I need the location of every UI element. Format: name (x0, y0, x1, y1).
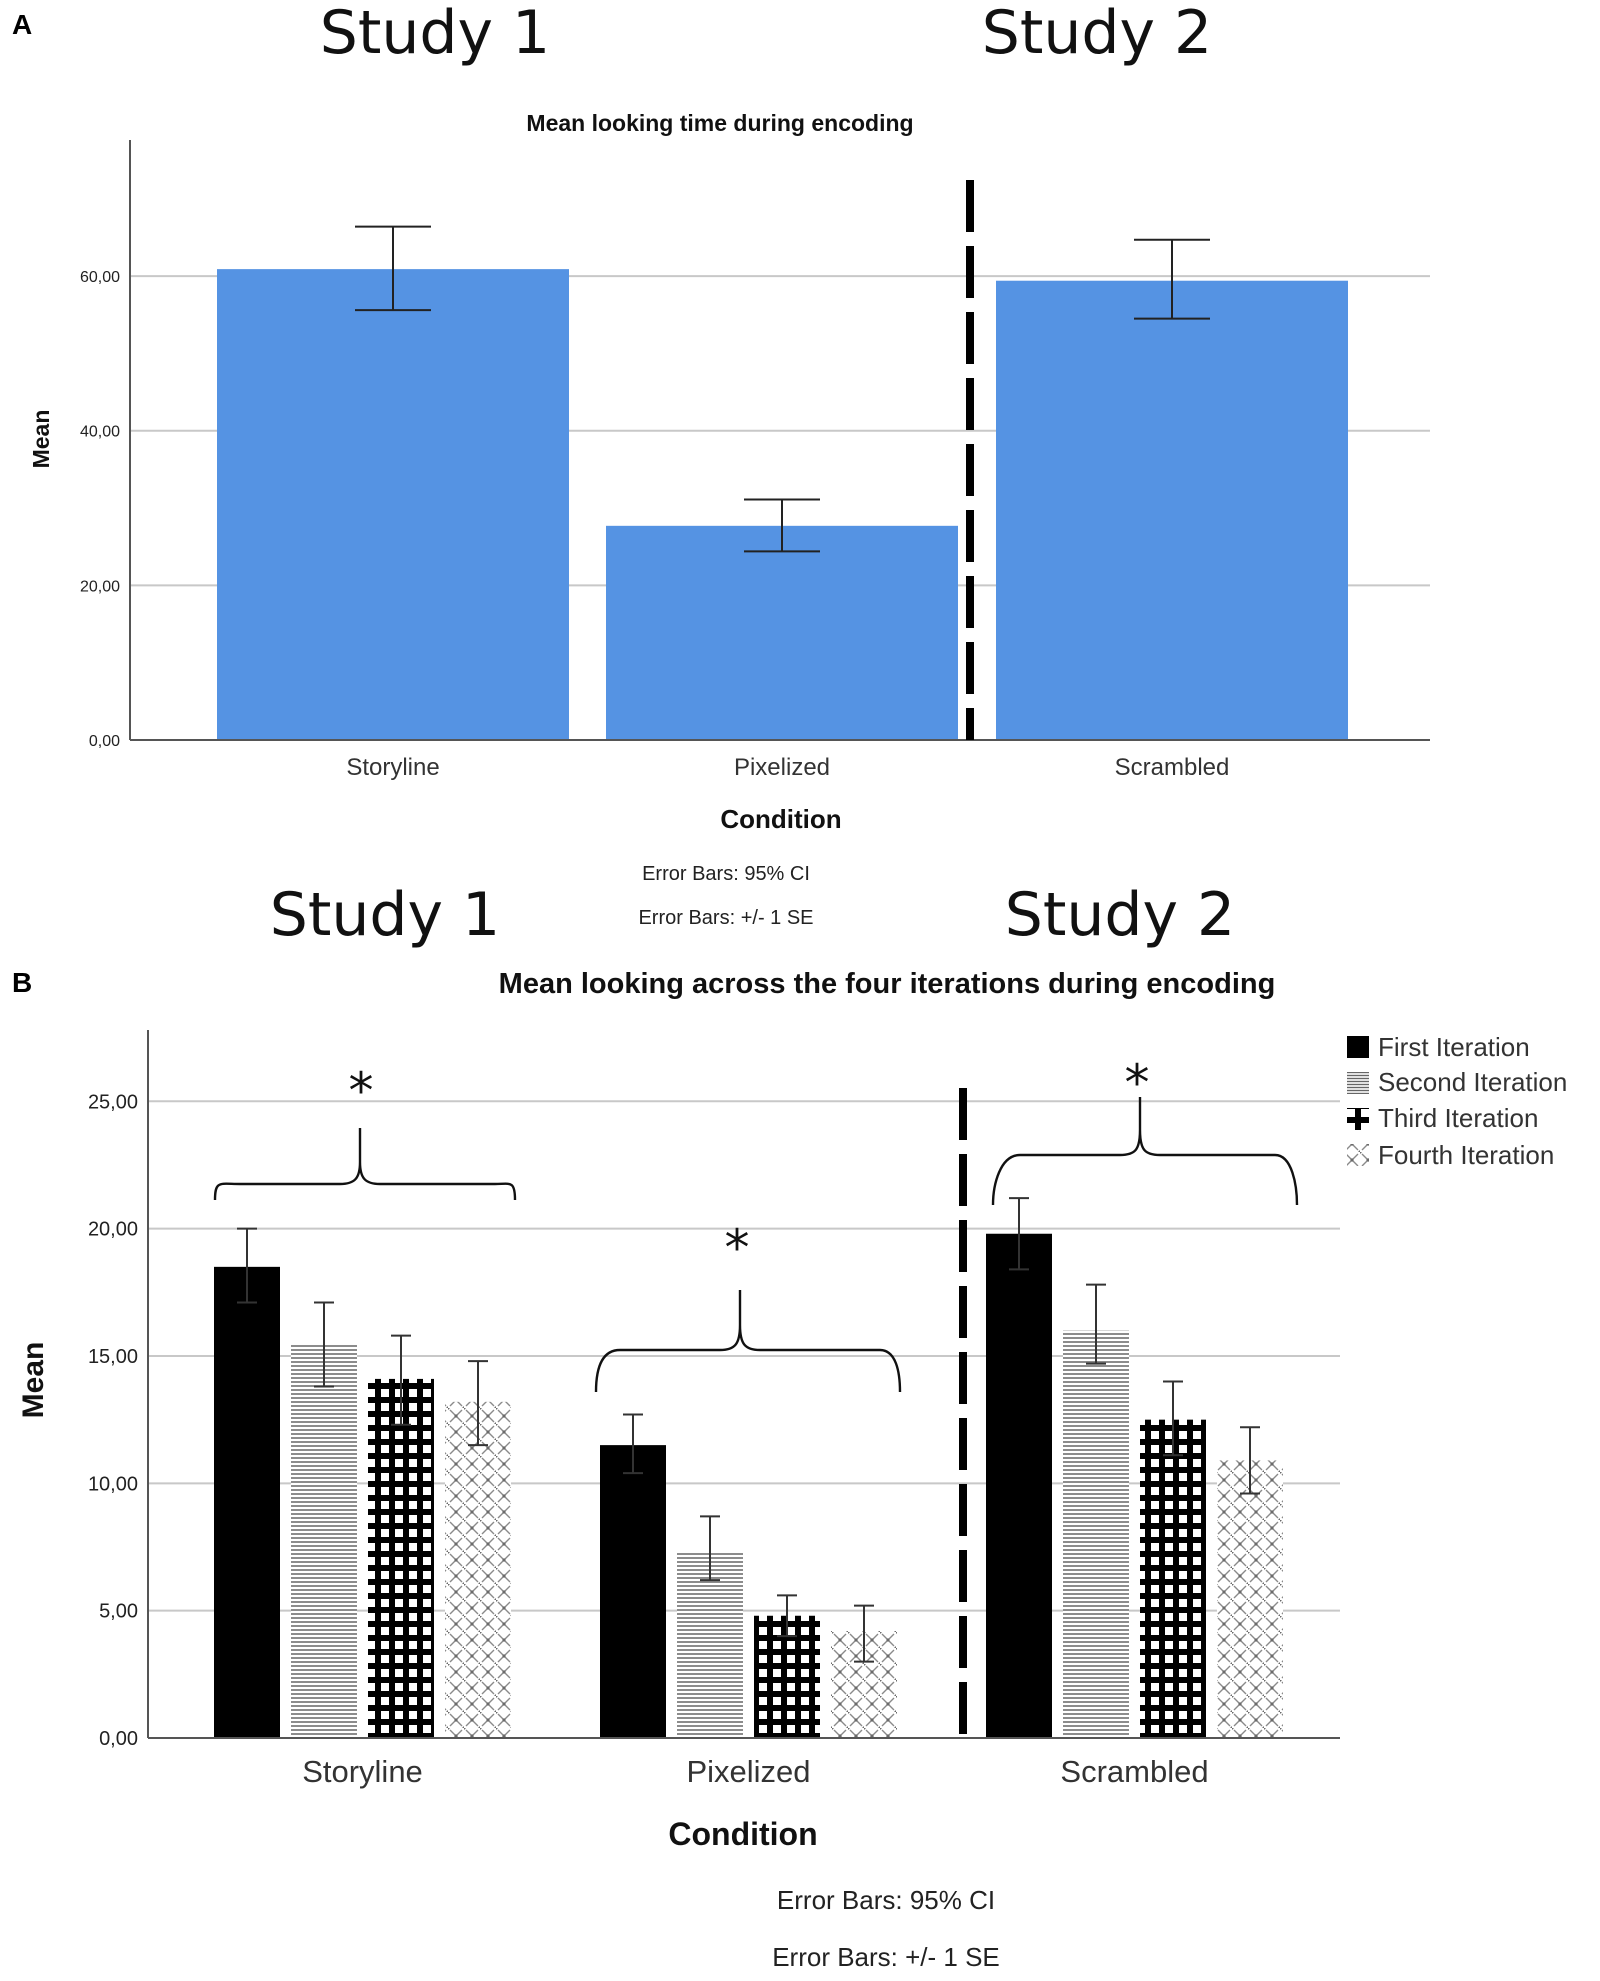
chart-b-category-labels: Storyline Pixelized Scrambled (302, 1754, 1208, 1789)
significance-star-pixelized: * (725, 1219, 750, 1277)
chart-a-axes (129, 140, 1430, 741)
chart-a-ytick-label: 20,00 (80, 578, 120, 595)
chart-a-error-bars (355, 225, 1210, 553)
chart-b-xtick-pixelized: Pixelized (686, 1754, 810, 1789)
significance-star-storyline: * (349, 1062, 374, 1120)
panel-a-letter: A (12, 9, 32, 40)
bar-scrambled-second-iteration (1063, 1330, 1129, 1738)
legend-label-third: Third Iteration (1378, 1103, 1538, 1133)
legend-label-second: Second Iteration (1378, 1067, 1567, 1097)
chart-b-ytick-label: 5,00 (99, 1601, 138, 1623)
bar-storyline (217, 269, 569, 740)
chart-b-xtick-storyline: Storyline (302, 1754, 423, 1789)
significance-star-scrambled: * (1125, 1054, 1150, 1112)
panel-a: A Study 1 Study 2 Mean looking time duri… (12, 0, 1430, 929)
legend-label-first: First Iteration (1378, 1032, 1530, 1062)
chart-b-bars (214, 1233, 1283, 1738)
chart-a-ylabel: Mean (28, 410, 54, 469)
brace-pixelized (594, 1324, 902, 1393)
chart-a-title: Mean looking time during encoding (526, 110, 913, 136)
legend-label-fourth: Fourth Iteration (1378, 1140, 1554, 1170)
chart-a-category-labels: Storyline Pixelized Scrambled (346, 754, 1229, 781)
chart-a-xlabel: Condition (720, 804, 841, 834)
chart-b-legend: First Iteration Second Iteration Third I… (1347, 1032, 1567, 1170)
chart-b-note-ci: Error Bars: 95% CI (777, 1885, 995, 1915)
chart-b-xlabel: Condition (668, 1816, 817, 1852)
chart-b-axes (147, 1030, 1340, 1739)
chart-b-xtick-scrambled: Scrambled (1060, 1754, 1208, 1789)
panel-b-letter: B (12, 967, 32, 998)
chart-a-xtick-storyline: Storyline (346, 754, 439, 781)
chart-b-ylabel: Mean (17, 1342, 50, 1419)
chart-a-bars (217, 269, 1348, 740)
bar-pixelized-second-iteration (677, 1552, 743, 1738)
study-2-label-a: Study 2 (982, 0, 1212, 68)
chart-b-error-bars (237, 1197, 1260, 1663)
legend-item-third: Third Iteration (1347, 1103, 1538, 1133)
study-1-label-a: Study 1 (320, 0, 550, 68)
chart-b-ytick-label: 25,00 (88, 1091, 138, 1113)
chart-b-note-se: Error Bars: +/- 1 SE (772, 1942, 1000, 1972)
legend-item-second: Second Iteration (1347, 1067, 1567, 1097)
chart-a-y-ticks: 0,00 20,00 40,00 60,00 (80, 269, 120, 750)
bar-scrambled-first-iteration (986, 1233, 1052, 1738)
legend-swatch-fourth (1347, 1144, 1369, 1166)
bar-pixelized (606, 525, 958, 740)
study-2-label-b: Study 2 (1005, 880, 1235, 950)
chart-b-ytick-label: 20,00 (88, 1219, 138, 1241)
bar-storyline-third-iteration (368, 1378, 434, 1738)
chart-a-note-ci: Error Bars: 95% CI (642, 863, 810, 885)
bar-scrambled (996, 280, 1348, 740)
bar-scrambled-third-iteration (1140, 1419, 1206, 1738)
chart-a-ytick-label: 40,00 (80, 424, 120, 441)
chart-a-xtick-pixelized: Pixelized (734, 754, 830, 781)
chart-b-ytick-label: 15,00 (88, 1346, 138, 1368)
legend-swatch-first (1347, 1036, 1369, 1058)
chart-a-ytick-label: 60,00 (80, 269, 120, 286)
bar-scrambled-fourth-iteration (1217, 1460, 1283, 1738)
bar-storyline-second-iteration (291, 1343, 357, 1738)
bar-storyline-first-iteration (214, 1266, 280, 1738)
bar-pixelized-first-iteration (600, 1445, 666, 1738)
legend-item-fourth: Fourth Iteration (1347, 1140, 1554, 1170)
legend-swatch-second (1347, 1072, 1369, 1094)
study-1-label-b: Study 1 (270, 880, 500, 950)
legend-item-first: First Iteration (1347, 1032, 1530, 1062)
chart-a-ytick-label: 0,00 (89, 733, 120, 750)
chart-a-xtick-scrambled: Scrambled (1115, 754, 1230, 781)
chart-b-title: Mean looking across the four iterations … (499, 968, 1276, 1000)
legend-swatch-third (1347, 1108, 1369, 1130)
chart-b-ytick-label: 10,00 (88, 1473, 138, 1495)
chart-b-ytick-label: 0,00 (99, 1728, 138, 1750)
brace-scrambled (991, 1129, 1299, 1206)
chart-a-note-se: Error Bars: +/- 1 SE (638, 907, 813, 929)
brace-storyline (213, 1161, 517, 1201)
panel-b: B Study 1 Study 2 Mean looking across th… (12, 880, 1567, 1972)
chart-b-y-ticks: 0,00 5,00 10,00 15,00 20,00 25,00 (88, 1091, 138, 1750)
bar-storyline-fourth-iteration (445, 1401, 511, 1738)
